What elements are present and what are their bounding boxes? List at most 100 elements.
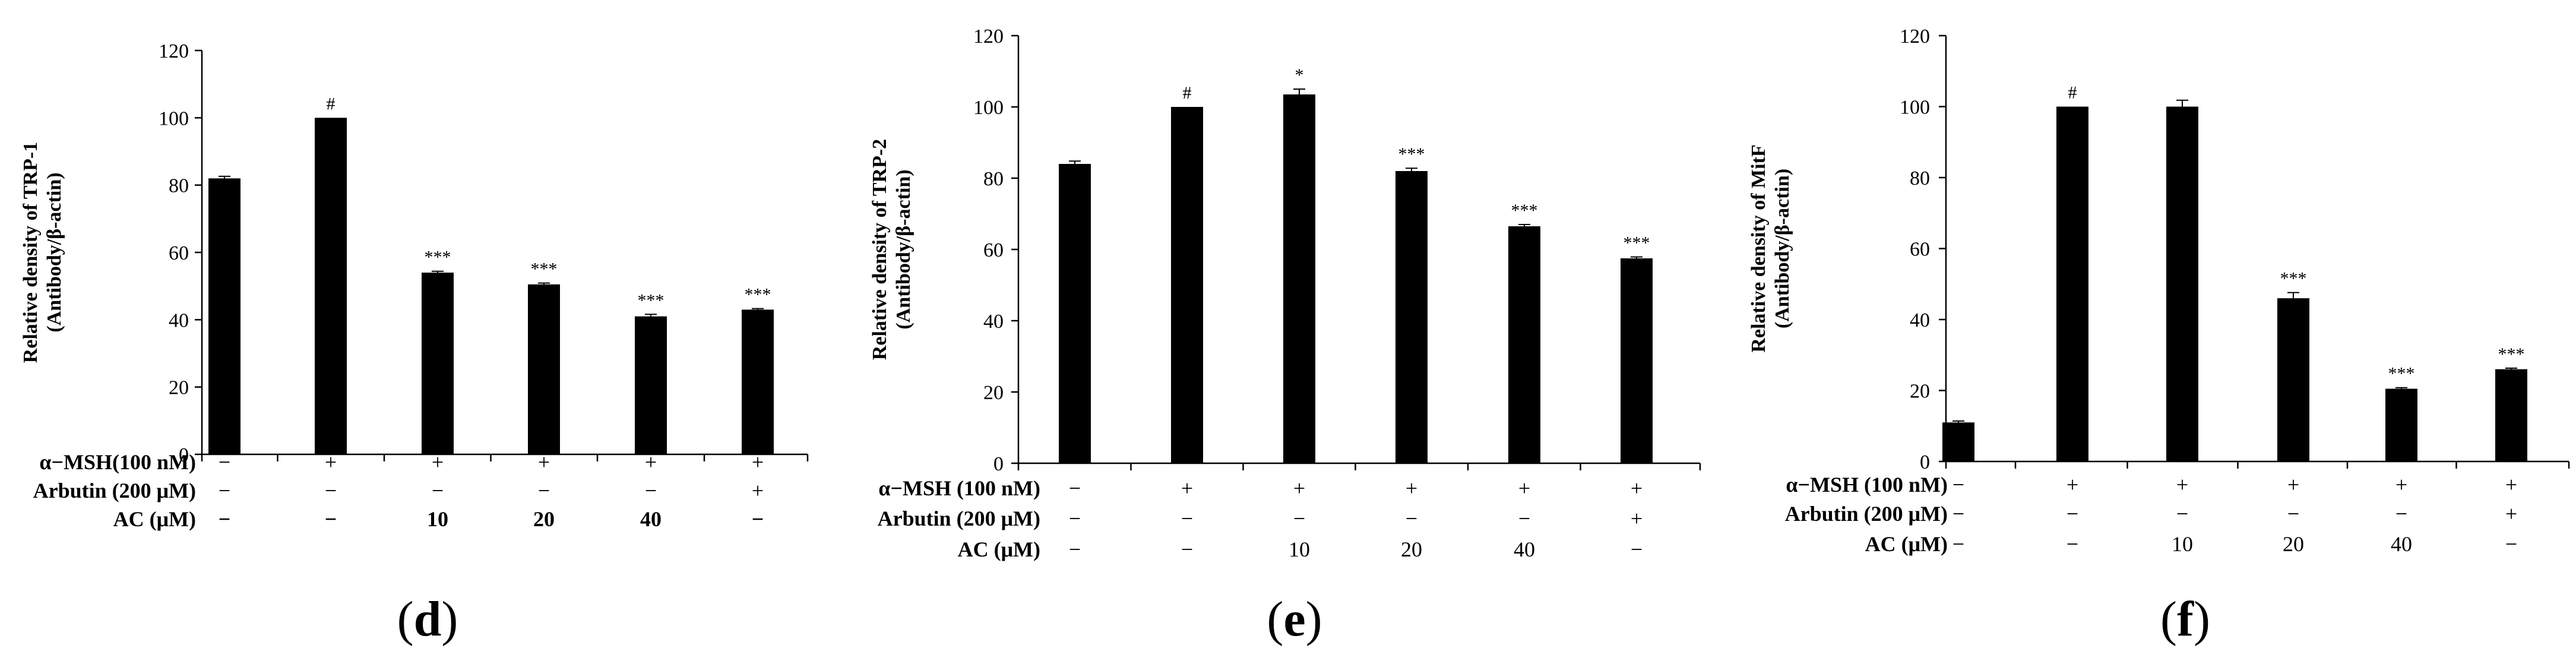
condition-value: +	[2505, 473, 2517, 497]
bar	[528, 284, 560, 454]
bar	[635, 316, 667, 454]
condition-value: +	[1181, 476, 1193, 500]
y-tick-label: 0	[1920, 451, 1930, 473]
condition-value: +	[2505, 502, 2517, 526]
y-tick-label: 40	[169, 309, 189, 331]
bar	[1059, 164, 1091, 463]
condition-value: +	[645, 450, 657, 474]
y-tick-label: 120	[1900, 26, 1930, 48]
bar	[208, 178, 240, 454]
significance-label: ***	[425, 248, 451, 267]
y-axis-title: (Antibody/β-actin)	[1771, 169, 1793, 328]
condition-value: −	[645, 479, 657, 502]
y-tick-label: 0	[179, 444, 189, 466]
significance-label: ***	[531, 260, 558, 279]
condition-value: +	[1293, 476, 1305, 500]
bar	[1171, 107, 1203, 463]
condition-value: −	[1952, 502, 1964, 526]
y-tick-label: 20	[1910, 381, 1930, 403]
significance-label: ***	[745, 285, 771, 305]
condition-value: +	[432, 450, 444, 474]
bar	[2277, 298, 2309, 461]
condition-value: −	[2067, 532, 2078, 556]
bar	[1508, 226, 1540, 463]
y-tick-label: 100	[159, 107, 189, 129]
significance-label: #	[327, 94, 336, 113]
y-tick-label: 60	[169, 242, 189, 264]
condition-value: +	[752, 479, 764, 502]
condition-value: +	[752, 450, 764, 474]
y-tick-label: 0	[993, 453, 1004, 475]
caption-close: )	[441, 592, 458, 647]
significance-label: ***	[2388, 364, 2415, 384]
y-tick-label: 60	[1910, 239, 1930, 261]
condition-value: 20	[1401, 537, 1422, 561]
significance-label: ***	[1624, 233, 1650, 253]
chart-panel-d: 0 20 40 60 80 100 120 # *** *** *** *** Relative den…	[20, 40, 809, 647]
condition-value: −	[1181, 537, 1193, 561]
condition-value: −	[325, 479, 337, 502]
significance-label: #	[2068, 83, 2077, 103]
condition-value: 10	[2172, 532, 2193, 556]
caption-close: )	[1306, 592, 1322, 647]
condition-value: −	[219, 479, 230, 502]
condition-value: +	[2067, 473, 2078, 497]
bar	[1283, 94, 1315, 463]
caption-open: (	[1267, 592, 1283, 647]
y-tick-label: 120	[159, 40, 189, 62]
caption-letter: d	[414, 592, 442, 647]
condition-value: −	[325, 507, 337, 531]
condition-value: −	[2395, 502, 2407, 526]
condition-value: +	[1631, 507, 1643, 530]
condition-value: −	[538, 479, 550, 502]
condition-value: −	[2505, 532, 2517, 556]
condition-value: −	[1631, 537, 1643, 561]
chart-panel-f: 0 20 40 60 80 100 120 # *** *** *** Relative densit…	[1748, 26, 2570, 647]
significance-label: *	[1295, 65, 1304, 85]
bar	[2495, 369, 2527, 461]
bar	[2056, 106, 2088, 461]
y-tick-label: 100	[973, 97, 1004, 119]
condition-row-label: α−MSH (100 nM)	[878, 476, 1040, 500]
significance-label: ***	[1398, 144, 1425, 164]
y-tick-label: 60	[983, 239, 1004, 261]
y-axis-title: (Antibody/β-actin)	[43, 172, 65, 332]
significance-label: ***	[638, 290, 664, 310]
condition-value: −	[219, 507, 231, 531]
condition-value: 20	[2283, 532, 2304, 556]
y-tick-label: 20	[983, 382, 1004, 404]
condition-row-label: α−MSH (100 nM)	[1786, 473, 1948, 497]
condition-row-label: Arbutin (200 μM)	[878, 507, 1040, 530]
significance-label: #	[1183, 83, 1192, 103]
condition-value: −	[1069, 537, 1081, 561]
bar	[1395, 171, 1428, 463]
caption-letter: f	[2177, 592, 2194, 647]
condition-value: −	[1518, 507, 1530, 530]
condition-row-label: Arbutin (200 μM)	[33, 479, 196, 502]
y-axis-title: Relative density of MitF	[1748, 144, 1770, 352]
condition-value: −	[1293, 507, 1305, 530]
y-tick-label: 80	[169, 175, 189, 197]
condition-value: −	[752, 507, 764, 531]
condition-value: −	[1952, 473, 1964, 497]
condition-value: +	[325, 450, 337, 474]
condition-value: −	[219, 450, 230, 474]
condition-value: +	[1631, 476, 1643, 500]
bar	[1621, 258, 1653, 463]
caption-close: )	[2194, 592, 2210, 647]
condition-value: −	[1069, 507, 1081, 530]
panel-caption: (e)	[1267, 592, 1322, 647]
bar	[2385, 388, 2417, 461]
condition-value: −	[1952, 532, 1964, 556]
condition-value: +	[2395, 473, 2407, 497]
condition-value: +	[1518, 476, 1530, 500]
bar	[1942, 422, 1974, 461]
condition-value: −	[432, 479, 444, 502]
bar	[742, 309, 774, 454]
y-tick-label: 80	[983, 168, 1004, 190]
condition-value: −	[2067, 502, 2078, 526]
condition-value: −	[1406, 507, 1417, 530]
significance-label: ***	[2280, 269, 2307, 289]
